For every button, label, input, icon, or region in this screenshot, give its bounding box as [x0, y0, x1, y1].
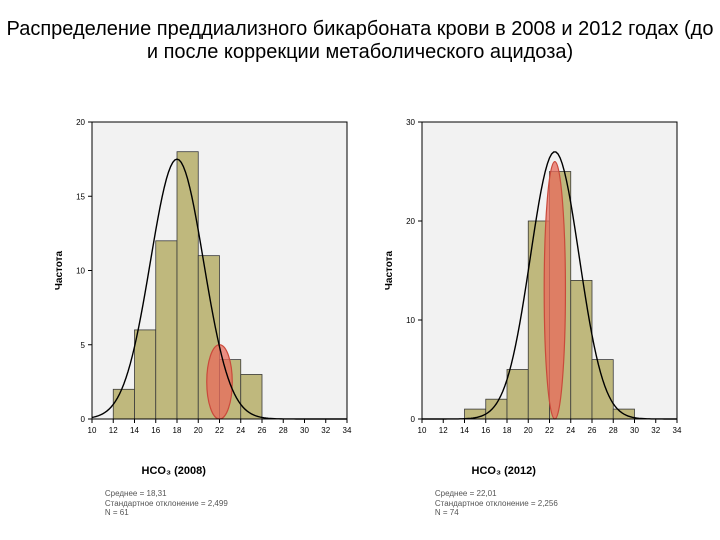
svg-text:20: 20: [76, 118, 85, 127]
chart-2012: 010203010121416182022242628303234Частота…: [380, 112, 685, 447]
svg-text:26: 26: [258, 426, 267, 435]
svg-text:20: 20: [406, 217, 415, 226]
svg-text:10: 10: [418, 426, 427, 435]
svg-text:0: 0: [81, 415, 86, 424]
svg-text:18: 18: [173, 426, 182, 435]
svg-text:28: 28: [609, 426, 618, 435]
svg-text:15: 15: [76, 192, 85, 201]
svg-text:16: 16: [481, 426, 490, 435]
svg-text:20: 20: [524, 426, 533, 435]
svg-text:24: 24: [236, 426, 245, 435]
chart-2008: 0 5 10 15 20 10 12 14 16 18 20 22 24 26 28 30 32 34 Частот…: [50, 112, 355, 447]
stats-sd: Стандартное отклонение = 2,256: [435, 499, 558, 509]
svg-text:14: 14: [130, 426, 139, 435]
chart-2008-xlabel: HCO₃ (2008): [142, 465, 206, 477]
chart-2012-xlabel: HCO₃ (2012): [472, 465, 536, 477]
svg-text:0: 0: [411, 415, 416, 424]
chart-2012-stats: Среднее = 22,01 Стандартное отклонение =…: [435, 489, 558, 518]
stats-mean: Среднее = 22,01: [435, 489, 558, 499]
svg-text:22: 22: [545, 426, 554, 435]
svg-text:32: 32: [321, 426, 330, 435]
chart-2008-svg: 0 5 10 15 20 10 12 14 16 18 20 22 24 26 28 30 32 34 Частот…: [50, 112, 355, 447]
stats-sd: Стандартное отклонение = 2,499: [105, 499, 228, 509]
svg-text:20: 20: [194, 426, 203, 435]
chart-2012-svg: 010203010121416182022242628303234Частота: [380, 112, 685, 447]
svg-text:10: 10: [88, 426, 97, 435]
svg-text:18: 18: [503, 426, 512, 435]
svg-text:34: 34: [673, 426, 682, 435]
svg-text:12: 12: [109, 426, 118, 435]
page-title: Распределение преддиализного бикарбоната…: [0, 18, 720, 64]
chart-2008-stats: Среднее = 18,31 Стандартное отклонение =…: [105, 489, 228, 518]
svg-text:30: 30: [300, 426, 309, 435]
svg-text:5: 5: [81, 341, 86, 350]
svg-text:Частота: Частота: [384, 250, 395, 290]
svg-text:30: 30: [630, 426, 639, 435]
svg-text:Частота: Частота: [54, 250, 65, 290]
stats-n: N = 74: [435, 508, 558, 518]
svg-text:26: 26: [588, 426, 597, 435]
title-text: Распределение преддиализного бикарбоната…: [7, 18, 714, 63]
svg-text:28: 28: [279, 426, 288, 435]
svg-text:16: 16: [151, 426, 160, 435]
svg-text:10: 10: [76, 267, 85, 276]
svg-text:22: 22: [215, 426, 224, 435]
svg-text:30: 30: [406, 118, 415, 127]
svg-text:34: 34: [343, 426, 352, 435]
svg-text:12: 12: [439, 426, 448, 435]
svg-text:24: 24: [566, 426, 575, 435]
stats-n: N = 61: [105, 508, 228, 518]
svg-text:10: 10: [406, 316, 415, 325]
stats-mean: Среднее = 18,31: [105, 489, 228, 499]
svg-text:14: 14: [460, 426, 469, 435]
svg-text:32: 32: [651, 426, 660, 435]
